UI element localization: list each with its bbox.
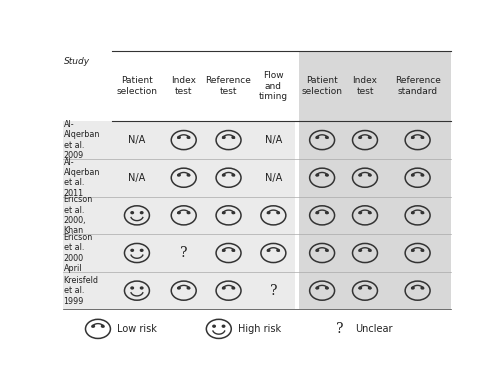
- Text: Patient
selection: Patient selection: [116, 76, 157, 96]
- Circle shape: [325, 212, 328, 214]
- Circle shape: [316, 174, 318, 176]
- Circle shape: [232, 249, 234, 251]
- Text: Ericson
et al.
2000,
Khan: Ericson et al. 2000, Khan: [64, 195, 93, 236]
- Circle shape: [316, 212, 318, 214]
- Circle shape: [277, 212, 279, 214]
- Circle shape: [131, 212, 133, 214]
- FancyBboxPatch shape: [299, 159, 451, 197]
- FancyBboxPatch shape: [299, 272, 451, 310]
- Circle shape: [421, 212, 424, 214]
- Circle shape: [369, 249, 371, 251]
- Text: N/A: N/A: [128, 135, 145, 145]
- Circle shape: [359, 249, 362, 251]
- Text: ?: ?: [336, 322, 344, 336]
- Circle shape: [222, 174, 225, 176]
- Circle shape: [325, 174, 328, 176]
- Circle shape: [222, 287, 225, 289]
- Circle shape: [131, 249, 133, 251]
- Text: N/A: N/A: [265, 173, 282, 183]
- Circle shape: [92, 325, 95, 327]
- Circle shape: [369, 212, 371, 214]
- FancyBboxPatch shape: [299, 234, 451, 272]
- Circle shape: [102, 325, 104, 327]
- Circle shape: [268, 212, 270, 214]
- Circle shape: [268, 249, 270, 251]
- Circle shape: [222, 212, 225, 214]
- Circle shape: [140, 212, 143, 214]
- FancyBboxPatch shape: [63, 159, 295, 197]
- Circle shape: [369, 174, 371, 176]
- Circle shape: [222, 137, 225, 139]
- Circle shape: [232, 287, 234, 289]
- Circle shape: [359, 137, 362, 139]
- Circle shape: [411, 212, 414, 214]
- Circle shape: [369, 137, 371, 139]
- FancyBboxPatch shape: [63, 234, 295, 272]
- Circle shape: [325, 137, 328, 139]
- Circle shape: [411, 249, 414, 251]
- Circle shape: [187, 137, 190, 139]
- Circle shape: [140, 249, 143, 251]
- Circle shape: [411, 287, 414, 289]
- Circle shape: [140, 287, 143, 289]
- Text: Unclear: Unclear: [355, 324, 393, 334]
- Circle shape: [178, 174, 180, 176]
- Circle shape: [359, 174, 362, 176]
- Circle shape: [232, 212, 234, 214]
- FancyBboxPatch shape: [299, 51, 451, 121]
- Circle shape: [187, 287, 190, 289]
- FancyBboxPatch shape: [63, 197, 295, 234]
- Circle shape: [421, 249, 424, 251]
- Text: Patient
selection: Patient selection: [302, 76, 343, 96]
- FancyBboxPatch shape: [299, 197, 451, 234]
- Text: ?: ?: [180, 246, 188, 260]
- Text: Al-
Alqerban
et al.
2011: Al- Alqerban et al. 2011: [64, 158, 100, 198]
- Text: N/A: N/A: [265, 135, 282, 145]
- Circle shape: [325, 249, 328, 251]
- Circle shape: [178, 137, 180, 139]
- Circle shape: [187, 212, 190, 214]
- Text: Index
test: Index test: [171, 76, 196, 96]
- Circle shape: [316, 137, 318, 139]
- Text: Low risk: Low risk: [117, 324, 156, 334]
- Text: Reference
test: Reference test: [206, 76, 252, 96]
- Circle shape: [222, 249, 225, 251]
- Circle shape: [316, 249, 318, 251]
- Circle shape: [359, 287, 362, 289]
- Circle shape: [277, 249, 279, 251]
- Circle shape: [421, 137, 424, 139]
- Text: Flow
and
timing: Flow and timing: [259, 71, 288, 101]
- Circle shape: [232, 174, 234, 176]
- FancyBboxPatch shape: [63, 272, 295, 310]
- FancyBboxPatch shape: [299, 121, 451, 159]
- FancyBboxPatch shape: [63, 121, 295, 159]
- Text: Study: Study: [64, 57, 90, 66]
- Circle shape: [178, 212, 180, 214]
- Circle shape: [131, 287, 133, 289]
- Circle shape: [411, 174, 414, 176]
- FancyBboxPatch shape: [112, 51, 295, 121]
- Text: ?: ?: [270, 284, 277, 298]
- Circle shape: [316, 287, 318, 289]
- Circle shape: [369, 287, 371, 289]
- Text: Ericson
et al.
2000
April: Ericson et al. 2000 April: [64, 233, 93, 273]
- Circle shape: [232, 137, 234, 139]
- Circle shape: [178, 287, 180, 289]
- Circle shape: [411, 137, 414, 139]
- Text: Kreisfeld
et al.
1999: Kreisfeld et al. 1999: [64, 276, 99, 305]
- Circle shape: [421, 174, 424, 176]
- Circle shape: [213, 325, 215, 327]
- Circle shape: [325, 287, 328, 289]
- Text: High risk: High risk: [237, 324, 281, 334]
- Circle shape: [187, 174, 190, 176]
- Circle shape: [222, 325, 225, 327]
- Circle shape: [421, 287, 424, 289]
- Text: N/A: N/A: [128, 173, 145, 183]
- Text: Reference
standard: Reference standard: [395, 76, 441, 96]
- Circle shape: [359, 212, 362, 214]
- Text: Al-
Alqerban
et al.
2009: Al- Alqerban et al. 2009: [64, 120, 100, 160]
- Text: Index
test: Index test: [353, 76, 377, 96]
